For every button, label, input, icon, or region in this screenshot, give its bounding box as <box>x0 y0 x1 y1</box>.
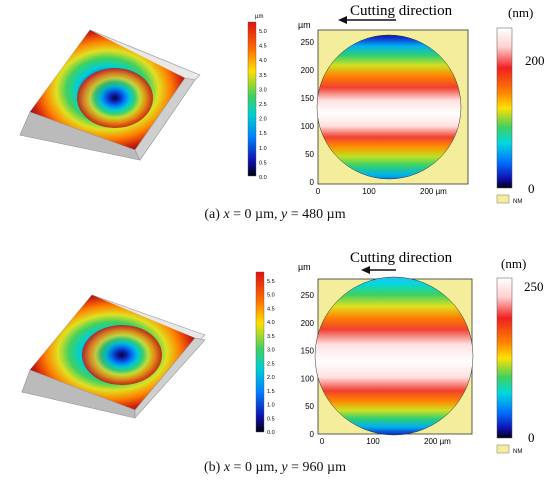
plot-y-tick: 100 <box>301 374 315 383</box>
caption-label: (b) <box>204 460 224 475</box>
small-bar-tick: 1.5 <box>259 131 267 137</box>
bar-zero-tick: 0 <box>528 430 535 445</box>
nm-swatch <box>496 194 510 204</box>
arrow-head <box>361 266 370 274</box>
plot-x-tick: 200 µm <box>424 437 451 446</box>
bar-mid-tick: 200 <box>525 53 545 68</box>
plot-x-tick: 0 <box>320 437 325 446</box>
caption-x: x <box>223 460 231 475</box>
cutting-direction-label: Cutting direction <box>350 250 453 266</box>
panel-b: 5.5 5.0 4.5 4.0 3.5 3.0 2.5 2.0 1.5 1.0 0.5 0.0 Cut… <box>21 250 544 455</box>
small-bar-tick: 2.5 <box>259 102 267 108</box>
plot-x-tick: 100 <box>366 437 380 446</box>
small-bar-tick: 0.5 <box>267 416 275 422</box>
small-bar-tick: 4.0 <box>267 320 275 326</box>
height-map-b: µm 250 200 150 100 50 0 0 100 200 µm <box>298 262 474 446</box>
plot-y-tick: 250 <box>301 38 315 47</box>
height-map-a: µm 250 200 150 100 50 0 0 100 200 µm <box>298 20 469 196</box>
caption-x-value: = 0 µm, <box>229 207 282 222</box>
surface-height-colorbar-a: µm 5.0 4.5 4.0 3.5 3.0 2.5 2.0 1.5 1.0 0.5 0.0 <box>247 14 267 181</box>
plot-x-tick: 0 <box>316 187 321 196</box>
small-bar-tick: 3.0 <box>259 87 267 93</box>
plot-x-tick: 100 <box>362 187 376 196</box>
caption-x-value: = 0 µm, <box>230 460 282 475</box>
bar-zero-tick: 0 <box>528 181 535 196</box>
plot-y-tick: 100 <box>301 122 315 131</box>
caption-y: y <box>281 207 288 222</box>
height-colorbar-a: (nm) 200 0 NM <box>496 5 545 205</box>
small-bar-tick: 0.0 <box>259 175 267 181</box>
small-bar-tick: 2.0 <box>259 117 267 123</box>
small-bar-tick: 5.0 <box>259 29 267 35</box>
bar-unit: (nm) <box>501 256 526 271</box>
plot-x-tick: 200 µm <box>420 187 447 196</box>
height-colorbar-b: (nm) 250 0 NM <box>496 256 544 455</box>
plot-unit: µm <box>298 262 311 272</box>
plot-y-tick: 250 <box>301 291 315 300</box>
caption-y-value: = 960 µm <box>287 460 346 475</box>
cutting-direction-label: Cutting direction <box>350 3 453 19</box>
small-bar-tick: 3.0 <box>267 348 275 354</box>
small-bar-unit: µm <box>255 14 263 20</box>
small-bar-tick: 3.5 <box>259 73 267 79</box>
plot-y-tick: 150 <box>301 347 315 356</box>
plot-y-tick: 200 <box>301 66 315 75</box>
caption-x: x <box>223 207 230 222</box>
small-bar-tick: 4.0 <box>259 58 267 64</box>
bar-mid-tick: 250 <box>524 279 544 294</box>
plot-y-tick: 50 <box>305 402 314 411</box>
small-bar-tick: 5.5 <box>267 279 275 285</box>
plot-y-tick: 0 <box>310 178 315 187</box>
surface-height-colorbar-b: 5.5 5.0 4.5 4.0 3.5 3.0 2.5 2.0 1.5 1.0 0.5 0.0 <box>255 271 275 436</box>
plot-y-tick: 0 <box>310 430 315 439</box>
caption-label: (a) <box>204 207 224 222</box>
nm-swatch <box>496 444 510 454</box>
small-bar-tick: 3.5 <box>267 334 275 340</box>
plot-y-tick: 150 <box>301 94 315 103</box>
nm-legend: NM <box>513 199 522 205</box>
small-bar-tick: 4.5 <box>259 44 267 50</box>
small-bar-tick: 1.0 <box>267 403 275 409</box>
caption-y: y <box>281 460 288 475</box>
surface-3d-view-a <box>19 29 201 161</box>
caption-y-value: = 480 µm <box>287 207 346 222</box>
bar-unit: (nm) <box>508 5 533 20</box>
plot-unit: µm <box>298 20 311 30</box>
caption-b: (b) x = 0 µm, y = 960 µm <box>0 460 550 476</box>
small-bar-tick: 0.0 <box>267 430 275 436</box>
surface-3d-view-b <box>21 294 206 419</box>
arrow-head <box>338 16 347 24</box>
nm-legend: NM <box>513 449 522 455</box>
small-bar-tick: 1.0 <box>259 146 267 152</box>
caption-a: (a) x = 0 µm, y = 480 µm <box>0 207 550 223</box>
small-bar-tick: 0.5 <box>259 160 267 166</box>
panel-a: µm 5.0 4.5 4.0 3.5 3.0 2.5 2.0 1.5 1.0 0.5 0.0 Cut… <box>19 3 545 205</box>
small-bar-tick: 5.0 <box>267 293 275 299</box>
small-bar-tick: 1.5 <box>267 389 275 395</box>
small-bar-tick: 4.5 <box>267 306 275 312</box>
small-bar-tick: 2.0 <box>267 375 275 381</box>
plot-y-tick: 200 <box>301 319 315 328</box>
small-bar-tick: 2.5 <box>267 361 275 367</box>
plot-y-tick: 50 <box>305 150 314 159</box>
